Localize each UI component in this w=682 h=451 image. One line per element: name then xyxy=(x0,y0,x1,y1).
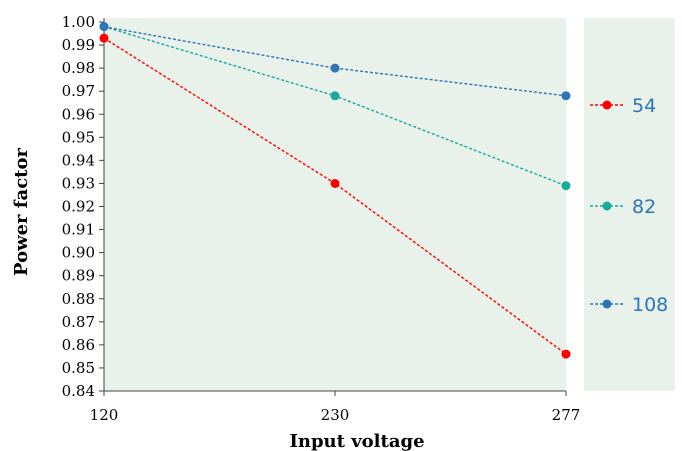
series-54 xyxy=(99,33,571,359)
y-tick-label: 0.94 xyxy=(62,151,95,169)
legend-item-108: 108 xyxy=(590,294,668,316)
y-tick-label: 0.85 xyxy=(62,359,95,377)
x-axis-title: Input voltage xyxy=(289,431,424,451)
y-tick-label: 0.91 xyxy=(62,221,95,239)
legend-label: 54 xyxy=(632,95,656,117)
data-point xyxy=(561,91,571,101)
x-tick-label: 277 xyxy=(552,406,581,424)
plot-background xyxy=(104,18,566,391)
y-tick-label: 0.84 xyxy=(62,382,95,400)
y-tick-label: 0.92 xyxy=(62,198,95,216)
y-tick-label: 0.96 xyxy=(62,105,95,123)
legend-label: 82 xyxy=(632,196,656,218)
y-tick-label: 0.97 xyxy=(62,82,95,100)
y-tick-label: 0.89 xyxy=(62,267,95,285)
y-tick-label: 0.95 xyxy=(62,128,95,146)
y-tick-label: 0.88 xyxy=(62,290,95,308)
legend-label: 108 xyxy=(632,294,668,316)
data-point xyxy=(99,33,109,43)
legend-marker xyxy=(602,201,612,211)
y-tick-label: 0.86 xyxy=(62,336,95,354)
data-point xyxy=(99,22,109,32)
x-tick-label: 120 xyxy=(90,406,119,424)
y-tick-label: 0.98 xyxy=(62,59,95,77)
y-tick-label: 0.87 xyxy=(62,313,95,331)
data-point xyxy=(330,178,340,188)
y-tick-label: 0.93 xyxy=(62,174,95,192)
legend-marker xyxy=(602,299,612,309)
legend-item-82: 82 xyxy=(590,196,656,218)
legend: 54 82 108 xyxy=(590,95,668,316)
legend-background xyxy=(584,18,675,391)
data-point xyxy=(561,181,571,191)
x-axis-ticks: 120 230 277 xyxy=(90,391,581,424)
y-axis-ticks: 0.84 0.85 0.86 0.87 0.88 0.89 0.90 0.91 0.92 0.93… xyxy=(62,13,104,400)
y-tick-label: 0.99 xyxy=(62,36,95,54)
data-point xyxy=(330,63,340,73)
legend-item-54: 54 xyxy=(590,95,656,117)
series-layer xyxy=(99,22,571,359)
y-tick-label: 0.90 xyxy=(62,244,95,262)
y-axis-title: Power factor xyxy=(11,148,32,276)
x-tick-label: 230 xyxy=(321,406,350,424)
data-point xyxy=(330,91,340,101)
series-108 xyxy=(99,22,571,101)
data-point xyxy=(561,349,571,359)
legend-marker xyxy=(602,100,612,110)
y-tick-label: 1.00 xyxy=(62,13,95,31)
